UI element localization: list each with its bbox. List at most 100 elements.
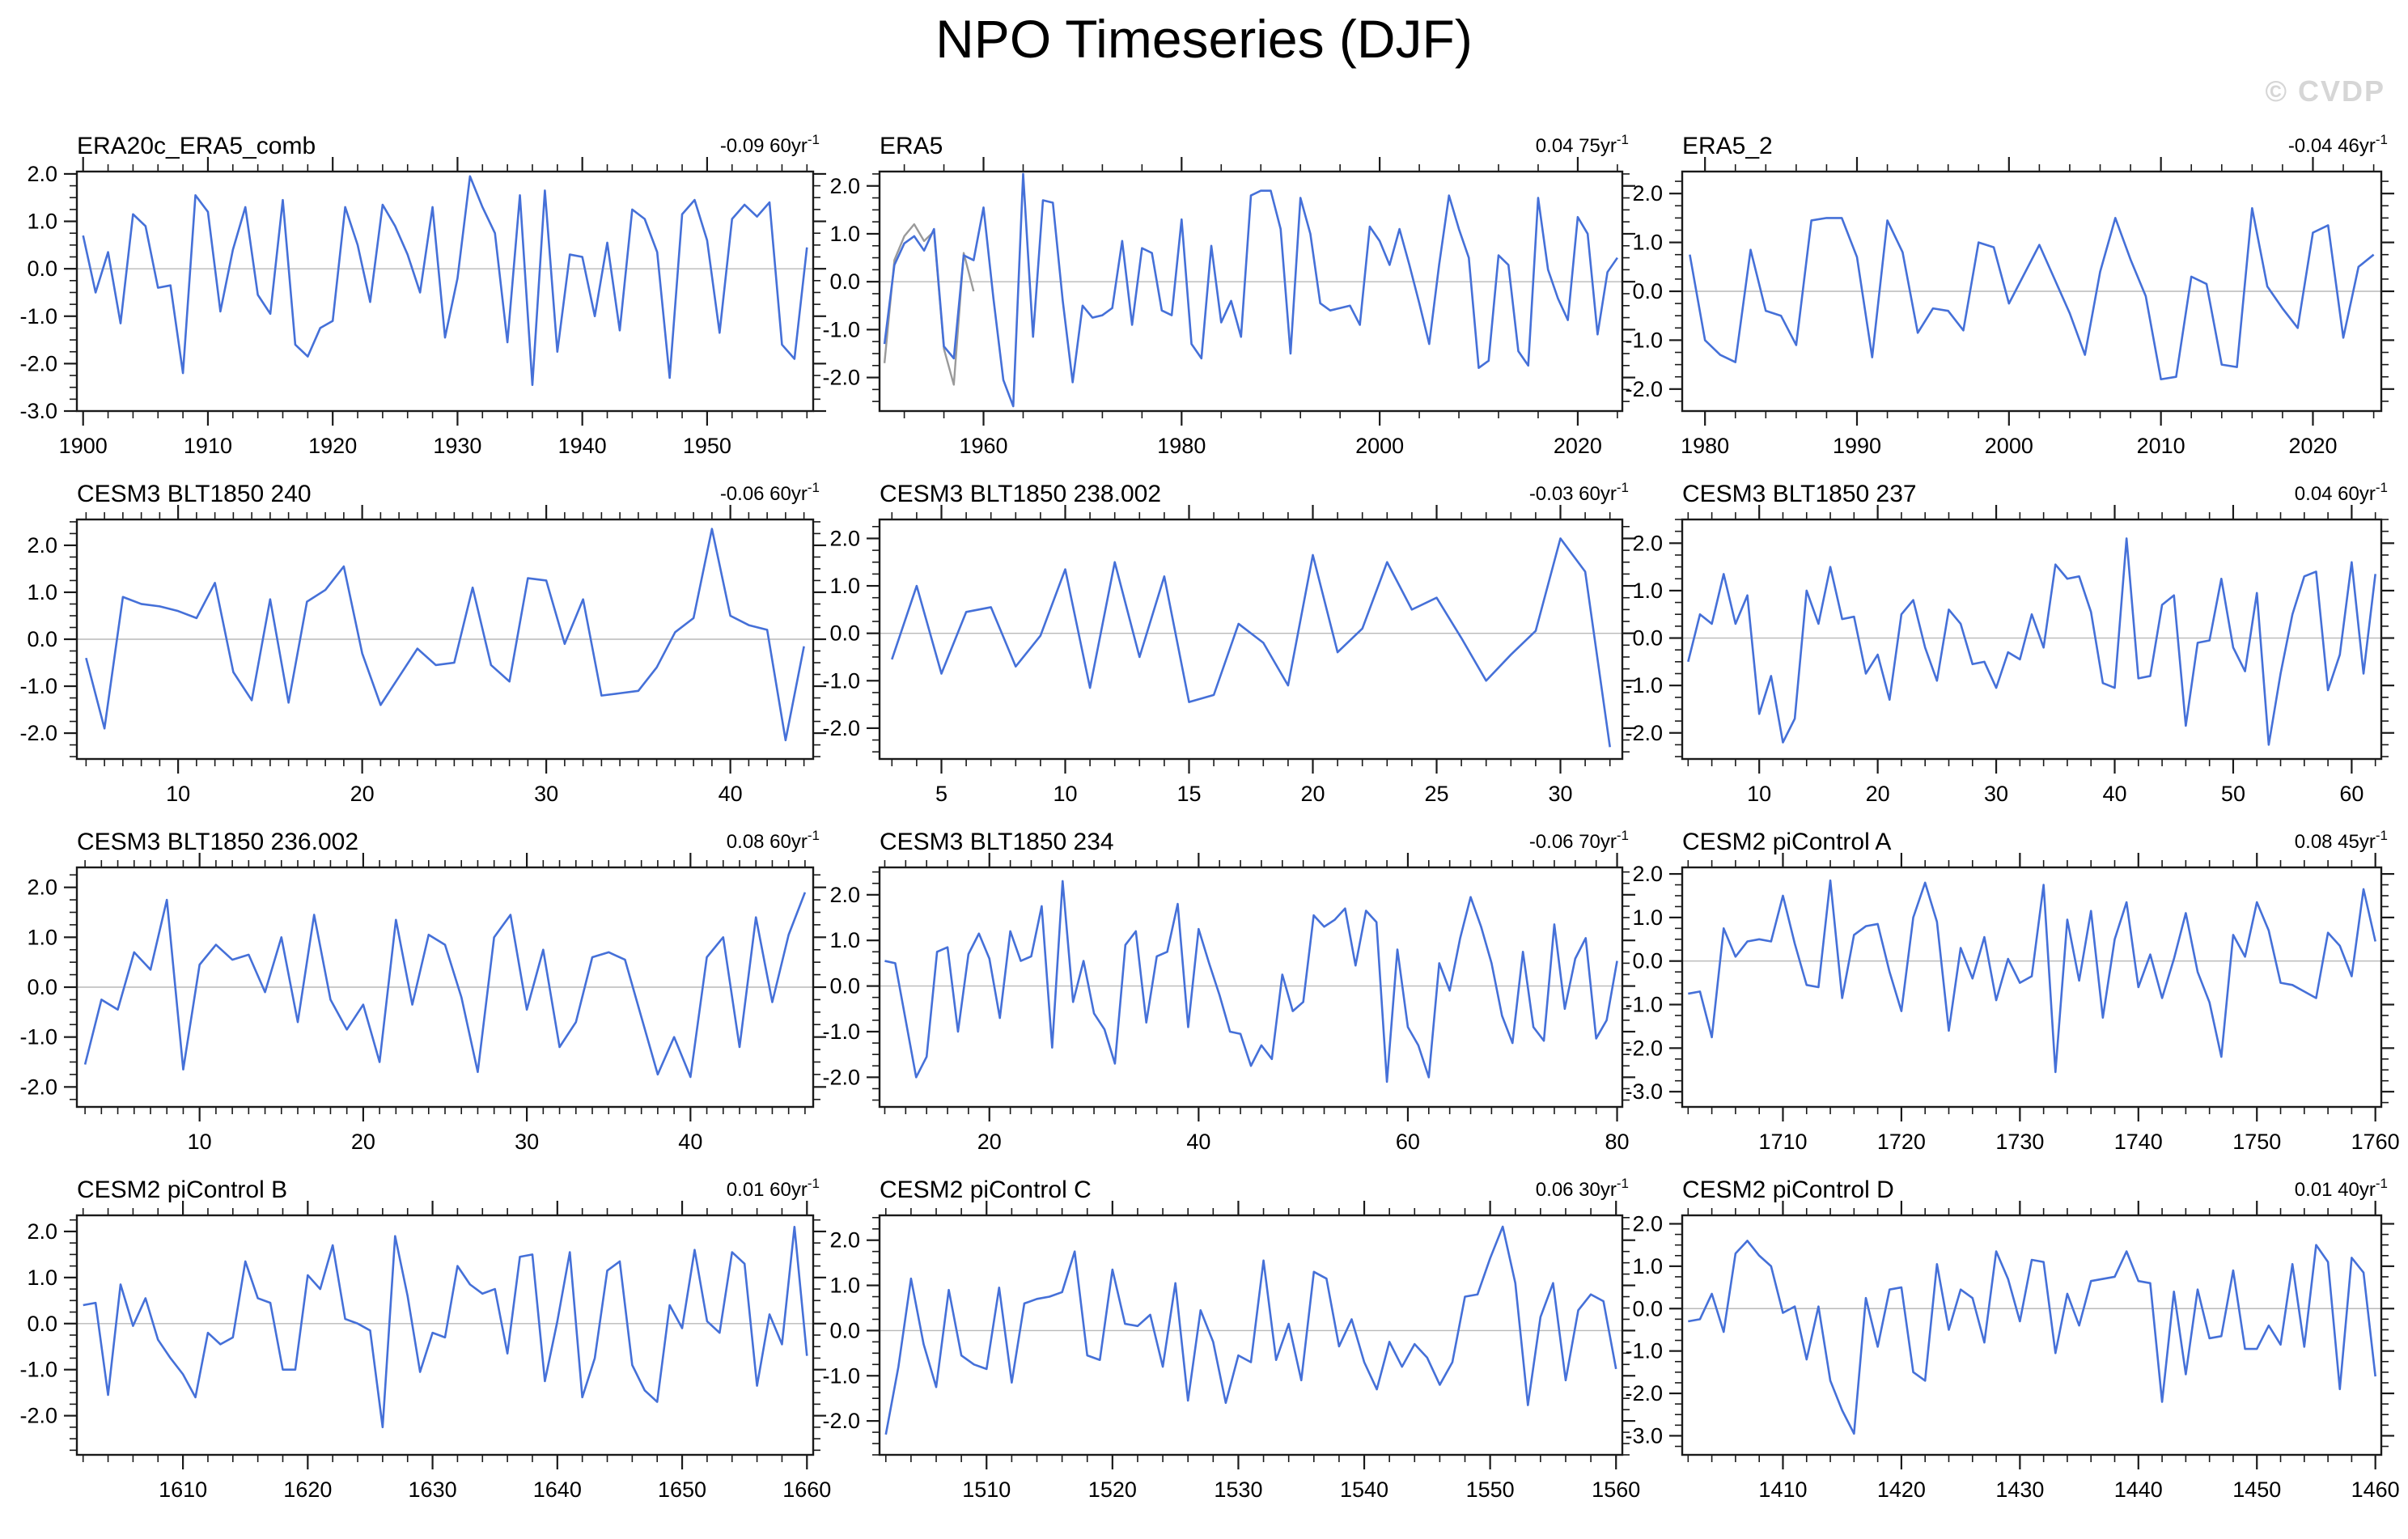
y-tick-label: -1.0: [1625, 673, 1663, 697]
trend-annotation: -0.06 60yr-1: [720, 480, 820, 505]
y-tick-label: -2.0: [19, 351, 57, 375]
y-tick-label: 1.0: [829, 222, 860, 246]
timeseries-panel-7: 10 20 30 40 -2.0 -1.0 0.0 1.0 2.0 CESM3 BLT1850 2…: [19, 828, 826, 1154]
y-tick-label: 2.0: [27, 533, 57, 558]
timeseries-panel-5: 5 10 15 20 25 30 -2.0 -1.0 0.0 1.0 2.0 CESM3 BLT185…: [822, 480, 1635, 806]
trend-annotation: -0.09 60yr-1: [720, 132, 820, 157]
plot-frame: [878, 866, 1624, 1109]
panel-title: CESM2 piControl A: [1682, 829, 1891, 855]
trend-annotation: 0.04 60yr-1: [2295, 480, 2388, 505]
primary-series-line: [83, 1225, 808, 1429]
trend-annotation: -0.06 70yr-1: [1529, 828, 1629, 853]
panel-title: CESM3 BLT1850 234: [880, 829, 1114, 855]
primary-series-line: [884, 1225, 1617, 1435]
y-tick-label: 1.0: [829, 574, 860, 598]
x-tick-label: 10: [1053, 782, 1077, 806]
x-tick-label: 1930: [433, 434, 481, 458]
plot-frame: [1681, 518, 2383, 761]
x-tick-label: 1410: [1758, 1478, 1807, 1502]
y-tick-label: 2.0: [829, 526, 860, 550]
plot-frame: [878, 518, 1624, 761]
x-tick-label: 1530: [1214, 1478, 1262, 1502]
y-tick-label: 2.0: [1632, 1211, 1663, 1236]
x-tick-label: 1940: [558, 434, 607, 458]
figure-title: NPO Timeseries (DJF): [935, 9, 1473, 69]
x-tick-label: 1950: [683, 434, 731, 458]
primary-series-line: [1688, 1240, 2376, 1435]
panel-title: CESM3 BLT1850 240: [77, 481, 312, 507]
y-tick-label: 1.0: [829, 928, 860, 952]
x-tick-label: 1910: [184, 434, 232, 458]
y-tick-label: 2.0: [1632, 181, 1663, 206]
y-tick-label: 2.0: [27, 162, 57, 186]
panel-title: CESM2 piControl D: [1682, 1177, 1894, 1203]
x-tick-label: 2020: [2288, 434, 2337, 458]
primary-series-line: [891, 537, 1611, 748]
y-tick-label: -2.0: [822, 1065, 860, 1089]
trend-annotation: 0.06 30yr-1: [1536, 1176, 1629, 1201]
x-tick-label: 20: [350, 782, 375, 806]
y-tick-label: 0.0: [1632, 626, 1663, 651]
x-tick-label: 20: [351, 1130, 375, 1154]
x-tick-label: 1960: [959, 434, 1007, 458]
x-tick-label: 1980: [1157, 434, 1206, 458]
y-tick-label: 2.0: [1632, 862, 1663, 886]
x-tick-label: 2000: [1355, 434, 1404, 458]
x-tick-label: 1420: [1877, 1478, 1926, 1502]
x-tick-label: 10: [188, 1130, 212, 1154]
panel-title: ERA5: [880, 133, 943, 159]
trend-annotation: 0.04 75yr-1: [1536, 132, 1629, 157]
x-tick-label: 1460: [2351, 1478, 2400, 1502]
x-tick-label: 1640: [533, 1478, 582, 1502]
x-tick-label: 5: [935, 782, 948, 806]
timeseries-panel-11: 1510 1520 1530 1540 1550 1560 -2.0 -1.0 0.0 1.0 2.…: [822, 1176, 1640, 1502]
y-tick-label: 0.0: [829, 974, 860, 998]
y-tick-label: -1.0: [822, 1363, 860, 1388]
y-tick-label: -3.0: [1625, 1079, 1663, 1104]
panel-title: ERA5_2: [1682, 133, 1773, 159]
timeseries-panel-3: 1980 1990 2000 2010 2020 -2.0 -1.0 0.0 1.0 2.0 ERA…: [1625, 132, 2394, 458]
plot-frame: [1681, 866, 2383, 1109]
timeseries-panel-4: 10 20 30 40 -2.0 -1.0 0.0 1.0 2.0 CESM3 BLT1850 2…: [19, 480, 826, 806]
y-tick-label: 0.0: [1632, 279, 1663, 303]
plot-frame: [878, 170, 1624, 413]
y-tick-label: -2.0: [1625, 377, 1663, 401]
x-tick-label: 10: [1747, 782, 1771, 806]
y-tick-label: -2.0: [822, 1409, 860, 1433]
y-tick-label: -1.0: [822, 1020, 860, 1044]
timeseries-panel-12: 1410 1420 1430 1440 1450 1460-3.0-2.0-1.00.01…: [1625, 1176, 2399, 1502]
y-tick-label: 2.0: [27, 1219, 57, 1244]
y-tick-label: -2.0: [822, 716, 860, 740]
primary-series-line: [1689, 207, 2375, 381]
y-tick-label: 2.0: [829, 883, 860, 907]
x-tick-label: 1440: [2114, 1478, 2163, 1502]
y-tick-label: -2.0: [19, 1075, 57, 1099]
x-tick-label: 60: [2339, 782, 2363, 806]
y-tick-label: 0.0: [829, 1318, 860, 1342]
y-tick-label: -2.0: [1625, 721, 1663, 745]
x-tick-label: 1750: [2232, 1130, 2281, 1154]
x-tick-label: 20: [1300, 782, 1325, 806]
x-tick-label: 1450: [2232, 1478, 2281, 1502]
x-tick-label: 1900: [59, 434, 108, 458]
x-tick-label: 30: [1548, 782, 1572, 806]
y-tick-label: -2.0: [1625, 1381, 1663, 1405]
x-tick-label: 60: [1396, 1130, 1420, 1154]
y-tick-label: 0.0: [829, 269, 860, 294]
y-tick-label: 1.0: [27, 210, 57, 234]
x-tick-label: 10: [166, 782, 190, 806]
x-tick-label: 1990: [1833, 434, 1881, 458]
x-tick-label: 1920: [308, 434, 357, 458]
y-tick-label: -2.0: [822, 366, 860, 390]
x-tick-label: 1550: [1466, 1478, 1515, 1502]
x-tick-label: 1650: [658, 1478, 706, 1502]
y-tick-label: 0.0: [1632, 1296, 1663, 1321]
y-tick-label: 0.0: [829, 621, 860, 646]
y-tick-label: -1.0: [19, 1025, 57, 1049]
y-tick-label: 1.0: [27, 580, 57, 604]
y-tick-label: -1.0: [1625, 993, 1663, 1017]
x-tick-label: 1760: [2351, 1130, 2400, 1154]
secondary-series-line: [883, 223, 975, 386]
